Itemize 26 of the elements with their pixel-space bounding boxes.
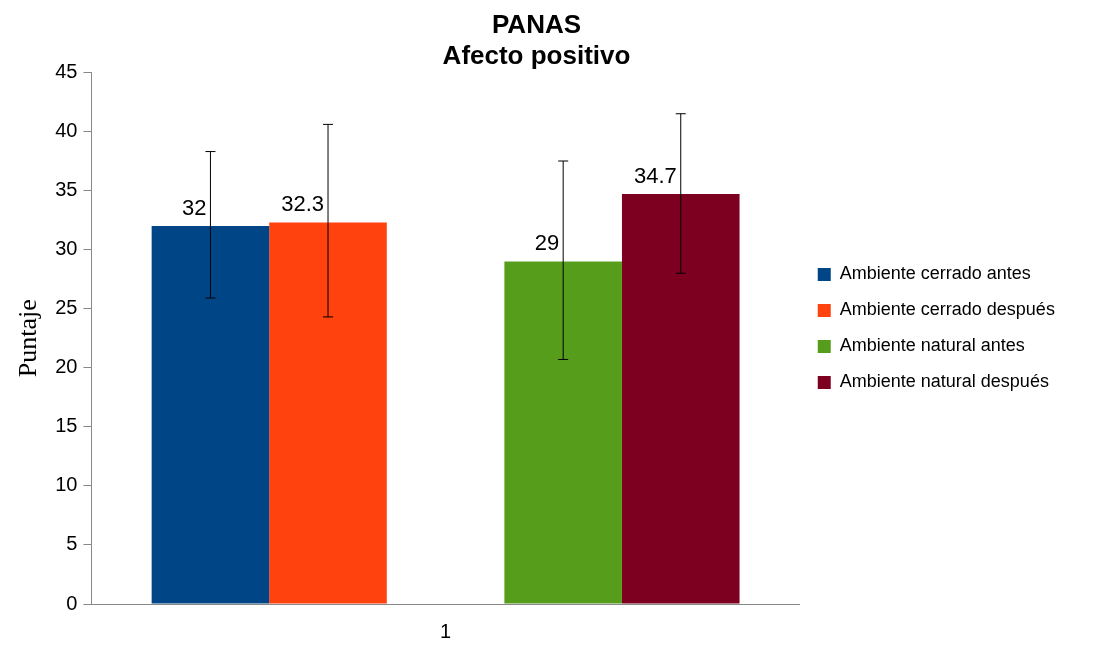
bar bbox=[151, 225, 270, 604]
y-tick-label: 15 bbox=[55, 414, 78, 437]
y-tick-label: 35 bbox=[55, 178, 78, 201]
y-tick-label: 0 bbox=[66, 591, 78, 614]
legend-label: Ambiente cerrado antes bbox=[839, 263, 1031, 284]
y-tick-label: 30 bbox=[55, 237, 78, 260]
x-tick-label: 1 bbox=[440, 619, 452, 642]
y-tick-label: 40 bbox=[55, 118, 78, 141]
chart-title: PANAS bbox=[491, 8, 582, 39]
bar bbox=[269, 222, 387, 604]
bar bbox=[621, 194, 740, 604]
y-tick-label: 25 bbox=[55, 296, 78, 319]
chart-subtitle: Afecto positivo bbox=[442, 39, 631, 70]
bar bbox=[504, 261, 622, 604]
legend-label: Ambiente cerrado después bbox=[839, 299, 1055, 320]
legend-label: Ambiente natural antes bbox=[839, 335, 1025, 356]
data-label: 32 bbox=[181, 195, 207, 221]
y-axis-title: Puntaje bbox=[13, 299, 43, 378]
y-tick-label: 20 bbox=[55, 355, 78, 378]
data-label: 29 bbox=[534, 230, 560, 256]
data-label: 32.3 bbox=[281, 191, 325, 217]
y-tick-label: 45 bbox=[55, 59, 78, 82]
data-label: 34.7 bbox=[633, 163, 677, 189]
legend-label: Ambiente natural después bbox=[839, 371, 1049, 392]
y-tick-label: 10 bbox=[55, 473, 78, 496]
y-tick-label: 5 bbox=[66, 532, 78, 555]
